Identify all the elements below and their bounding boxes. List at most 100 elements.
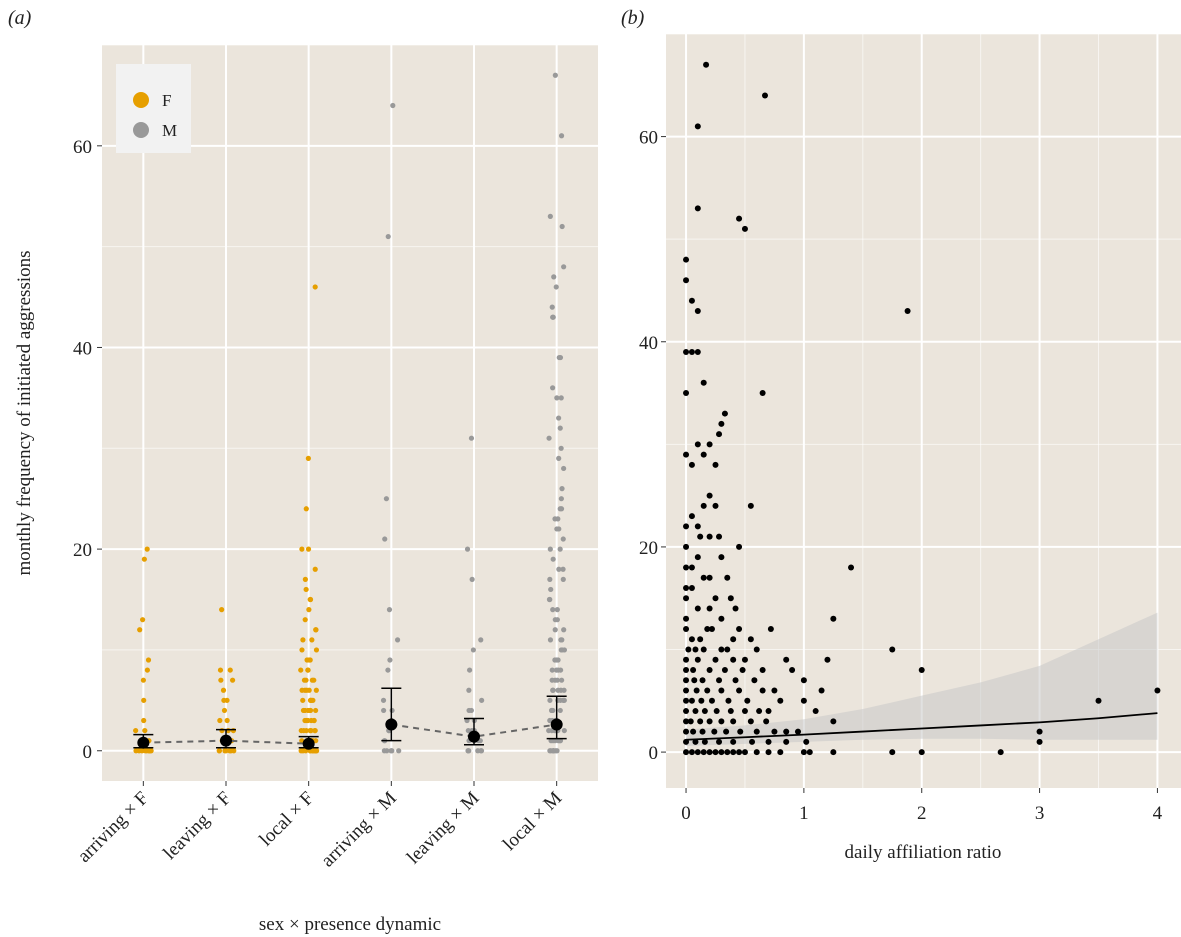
data-point xyxy=(688,461,695,468)
panel-a-x-axis-label: sex × presence dynamic xyxy=(259,914,441,935)
data-point xyxy=(552,617,558,623)
data-point xyxy=(741,656,748,663)
data-point xyxy=(724,574,731,581)
data-point xyxy=(683,256,690,263)
data-point xyxy=(706,492,713,499)
data-point xyxy=(307,707,314,714)
data-point xyxy=(741,708,748,715)
data-point xyxy=(144,667,150,673)
data-point xyxy=(555,687,561,693)
data-point xyxy=(706,749,713,756)
data-point xyxy=(550,707,556,714)
data-point xyxy=(312,284,318,290)
data-point xyxy=(227,667,233,673)
data-point xyxy=(385,233,391,240)
y-tick-label: 60 xyxy=(639,128,658,149)
data-point xyxy=(830,749,837,756)
data-point xyxy=(469,576,475,582)
data-point xyxy=(730,636,737,643)
data-point xyxy=(307,697,314,703)
mean-connector-m xyxy=(391,723,557,738)
data-point xyxy=(724,749,731,756)
data-point xyxy=(694,523,701,530)
y-tick-label: 20 xyxy=(73,540,92,561)
mean-point xyxy=(468,730,480,743)
data-point xyxy=(311,717,317,724)
panel-a-plot-background xyxy=(102,45,598,781)
data-point xyxy=(777,697,784,704)
data-point xyxy=(683,749,690,756)
data-point xyxy=(1154,687,1161,694)
data-point xyxy=(385,667,391,673)
data-point xyxy=(308,727,314,734)
data-point xyxy=(718,420,725,427)
data-point xyxy=(741,225,748,232)
data-point xyxy=(688,349,695,356)
x-tick-label: arriving × M xyxy=(317,788,401,872)
data-point xyxy=(683,584,690,591)
legend-swatch-f xyxy=(133,92,149,108)
data-point xyxy=(683,615,690,622)
data-point xyxy=(688,564,695,571)
data-point xyxy=(559,223,565,230)
data-point xyxy=(741,749,748,756)
data-point xyxy=(736,749,743,756)
data-point xyxy=(694,307,701,314)
panel-a-label: (a) xyxy=(8,7,32,29)
mean-point xyxy=(137,736,150,749)
data-point xyxy=(303,506,309,512)
data-point xyxy=(548,586,554,593)
data-point xyxy=(224,717,230,724)
data-point xyxy=(302,617,308,623)
x-tick-label: 4 xyxy=(1153,803,1163,824)
data-point xyxy=(547,576,553,582)
data-point xyxy=(753,728,760,735)
data-point xyxy=(683,687,690,694)
data-point xyxy=(313,647,320,653)
data-point xyxy=(727,595,734,602)
data-point xyxy=(140,617,146,623)
data-point xyxy=(685,646,692,653)
data-point xyxy=(747,636,754,643)
data-point xyxy=(683,523,690,530)
x-tick-label: leaving × F xyxy=(159,788,235,864)
data-point xyxy=(712,595,719,602)
data-point xyxy=(718,749,725,756)
data-point xyxy=(690,728,697,735)
data-point xyxy=(697,718,704,725)
legend-box xyxy=(116,64,191,153)
data-point xyxy=(706,605,713,612)
data-point xyxy=(765,738,772,745)
data-point xyxy=(301,727,307,734)
panel-a-estimates xyxy=(133,687,567,750)
x-tick-label: leaving × M xyxy=(403,788,484,869)
data-point xyxy=(712,656,719,663)
data-point xyxy=(683,667,690,674)
data-point xyxy=(700,646,707,653)
data-point xyxy=(683,277,690,284)
data-point xyxy=(556,455,562,461)
data-point xyxy=(694,205,701,212)
data-point xyxy=(141,556,147,562)
data-point xyxy=(777,749,784,756)
data-point xyxy=(683,595,690,602)
data-point xyxy=(736,687,743,694)
data-point xyxy=(549,304,555,310)
data-point xyxy=(230,727,236,734)
data-point xyxy=(683,656,690,663)
legend-label-f: F xyxy=(162,91,171,110)
data-point xyxy=(683,718,690,725)
data-point xyxy=(144,546,150,552)
data-point xyxy=(711,728,718,735)
x-tick-label: 0 xyxy=(681,803,691,824)
data-point xyxy=(688,513,695,520)
data-point xyxy=(465,727,471,734)
data-point xyxy=(744,697,751,704)
data-point xyxy=(771,728,778,735)
data-point xyxy=(561,727,567,734)
data-point xyxy=(718,615,725,622)
data-point xyxy=(794,728,801,735)
data-point xyxy=(692,646,699,653)
data-point xyxy=(683,625,690,632)
data-point xyxy=(311,677,317,683)
